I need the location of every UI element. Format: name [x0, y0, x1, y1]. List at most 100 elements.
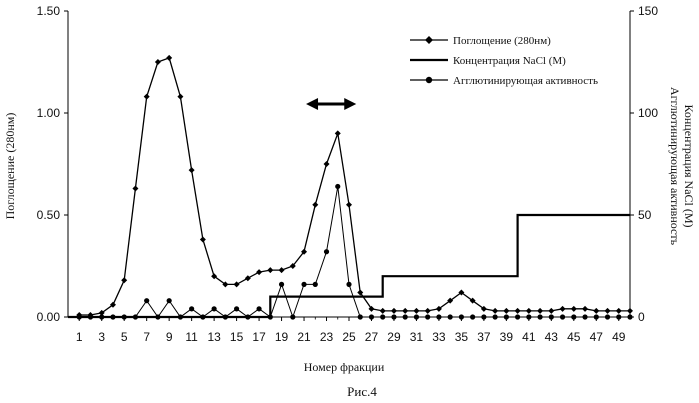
- absorbance-point: [98, 309, 105, 316]
- activity-point: [515, 314, 521, 320]
- legend-marker-activity: [425, 76, 433, 84]
- activity-point: [526, 314, 532, 320]
- absorbance-point: [537, 307, 544, 314]
- x-tick-label: 11: [185, 330, 198, 344]
- absorbance-point: [109, 301, 116, 308]
- absorbance-point: [346, 201, 352, 208]
- activity-point: [256, 306, 262, 312]
- absorbance-point: [166, 54, 173, 61]
- activity-point: [481, 314, 487, 320]
- activity-point: [470, 314, 476, 320]
- x-tick-label: 19: [275, 330, 289, 344]
- absorbance-point: [132, 185, 139, 192]
- legend-label-activity: Агглютинирующая активность: [453, 75, 598, 87]
- x-tick-label: 7: [143, 330, 150, 344]
- right-y-tick-label: 50: [638, 208, 652, 222]
- figure-caption: Рис.4: [347, 384, 377, 399]
- activity-point: [189, 306, 195, 312]
- absorbance-point: [289, 263, 296, 269]
- arrow-head-left: [306, 98, 319, 110]
- legend-label-absorbance: Поглощение (280нм): [453, 35, 551, 47]
- x-tick-label: 47: [590, 330, 604, 344]
- absorbance-point: [334, 130, 341, 137]
- x-tick-label: 3: [98, 330, 105, 344]
- absorbance-point: [469, 297, 476, 304]
- x-tick-label: 21: [297, 330, 311, 344]
- absorbance-point: [177, 93, 184, 100]
- activity-point: [436, 314, 442, 320]
- x-tick-label: 1: [76, 330, 83, 344]
- absorbance-point: [368, 305, 375, 312]
- legend-marker-absorbance: [425, 36, 433, 44]
- absorbance-point: [402, 307, 409, 314]
- x-tick-label: 39: [500, 330, 514, 344]
- activity-point: [503, 314, 509, 320]
- activity-point: [110, 314, 116, 320]
- absorbance-point: [548, 307, 555, 314]
- x-tick-label: 5: [121, 330, 128, 344]
- x-tick-label: 15: [230, 330, 244, 344]
- absorbance-point: [435, 305, 442, 312]
- absorbance-point: [312, 201, 319, 208]
- x-ticks: 1 3 5 7 9 11 13 15 17 19 21 23 25 27 29 31 33 35 37 39 41 43 4…: [76, 317, 631, 344]
- absorbance-point: [593, 307, 600, 314]
- series-layer: [68, 54, 633, 320]
- absorbance-point: [121, 277, 128, 284]
- absorbance-point: [267, 267, 274, 274]
- absorbance-point: [480, 305, 487, 312]
- absorbance-point: [357, 289, 364, 296]
- x-tick-label: 35: [455, 330, 469, 344]
- absorbance-point: [424, 307, 431, 314]
- right-y-ticks: 0 50 100 150: [630, 4, 658, 324]
- absorbance-point: [143, 93, 150, 100]
- activity-point: [234, 306, 240, 312]
- absorbance-point: [76, 311, 83, 318]
- right-y-tick-label: 0: [638, 310, 645, 324]
- absorbance-point: [256, 269, 263, 276]
- activity-point: [290, 314, 296, 320]
- x-tick-label: 29: [387, 330, 401, 344]
- activity-point: [132, 314, 139, 320]
- x-tick-label: 37: [477, 330, 491, 344]
- absorbance-point: [379, 307, 386, 314]
- absorbance-point: [211, 273, 218, 280]
- x-tick-label: 27: [365, 330, 379, 344]
- x-tick-label: 33: [432, 330, 446, 344]
- absorbance-point: [244, 275, 251, 282]
- activity-point: [559, 314, 566, 320]
- activity-point: [267, 314, 273, 320]
- absorbance-point: [604, 307, 611, 314]
- activity-point: [121, 314, 127, 320]
- left-y-ticks: 0.00 0.50 1.00 1.50: [37, 4, 68, 324]
- legend-label-nacl: Концентрация NaCl (М): [453, 55, 566, 67]
- right-y-tick-label: 100: [638, 106, 658, 120]
- absorbance-point: [570, 305, 577, 312]
- activity-point: [571, 314, 577, 320]
- activity-point: [380, 314, 386, 320]
- absorbance-point: [413, 307, 420, 314]
- x-tick-label: 31: [410, 330, 424, 344]
- absorbance-point: [627, 307, 633, 314]
- right-axis-label-activity: Агглютинирующая активность: [668, 87, 682, 246]
- activity-point: [627, 314, 633, 320]
- x-tick-label: 43: [545, 330, 559, 344]
- activity-point: [245, 314, 251, 320]
- activity-point: [616, 314, 622, 320]
- activity-point: [144, 298, 150, 304]
- activity-point: [301, 281, 307, 287]
- right-y-tick-label: 150: [638, 4, 658, 18]
- activity-point: [593, 314, 599, 320]
- activity-point: [323, 249, 330, 255]
- x-axis-label: Номер фракции: [304, 360, 385, 374]
- absorbance-point: [503, 307, 510, 314]
- x-tick-label: 45: [567, 330, 581, 344]
- series-absorbance-line: [79, 57, 630, 316]
- absorbance-point: [233, 281, 240, 288]
- absorbance-point: [492, 307, 499, 314]
- activity-point: [211, 306, 217, 312]
- absorbance-point: [199, 236, 206, 243]
- pooled-range-arrow: [306, 98, 357, 110]
- left-y-tick-label: 0.00: [37, 310, 61, 324]
- activity-point: [458, 314, 464, 320]
- left-y-tick-label: 0.50: [37, 208, 61, 222]
